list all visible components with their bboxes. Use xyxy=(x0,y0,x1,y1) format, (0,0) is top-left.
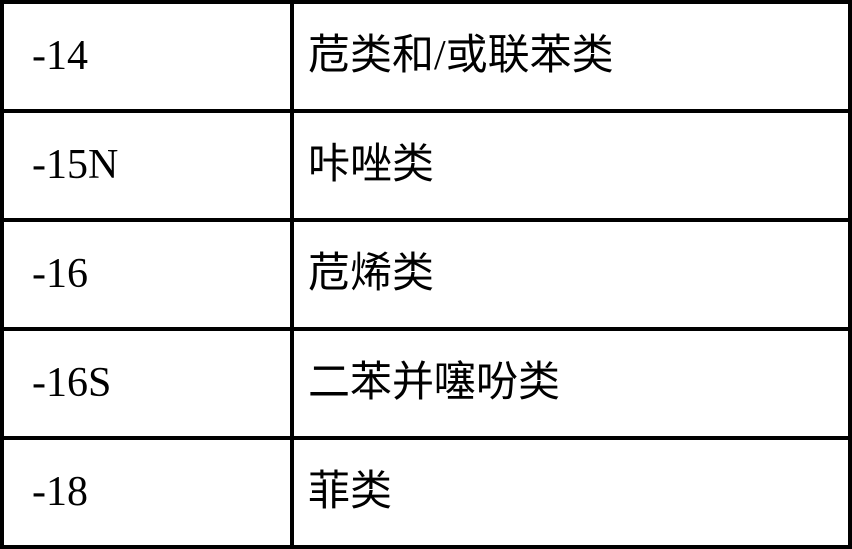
table-row: -16 苊烯类 xyxy=(2,220,850,329)
cell-description: 苊类和/或联苯类 xyxy=(292,2,850,111)
compound-table: -14 苊类和/或联苯类 -15N 咔唑类 -16 苊烯类 -16S 二苯并噻吩… xyxy=(0,0,852,549)
table-row: -15N 咔唑类 xyxy=(2,111,850,220)
cell-description: 苊烯类 xyxy=(292,220,850,329)
cell-code: -18 xyxy=(2,438,292,547)
table-row: -16S 二苯并噻吩类 xyxy=(2,329,850,438)
table-row: -14 苊类和/或联苯类 xyxy=(2,2,850,111)
cell-code: -14 xyxy=(2,2,292,111)
cell-code: -15N xyxy=(2,111,292,220)
cell-description: 二苯并噻吩类 xyxy=(292,329,850,438)
table-row: -18 菲类 xyxy=(2,438,850,547)
cell-description: 菲类 xyxy=(292,438,850,547)
table-container: -14 苊类和/或联苯类 -15N 咔唑类 -16 苊烯类 -16S 二苯并噻吩… xyxy=(0,0,852,549)
cell-description: 咔唑类 xyxy=(292,111,850,220)
cell-code: -16S xyxy=(2,329,292,438)
cell-code: -16 xyxy=(2,220,292,329)
